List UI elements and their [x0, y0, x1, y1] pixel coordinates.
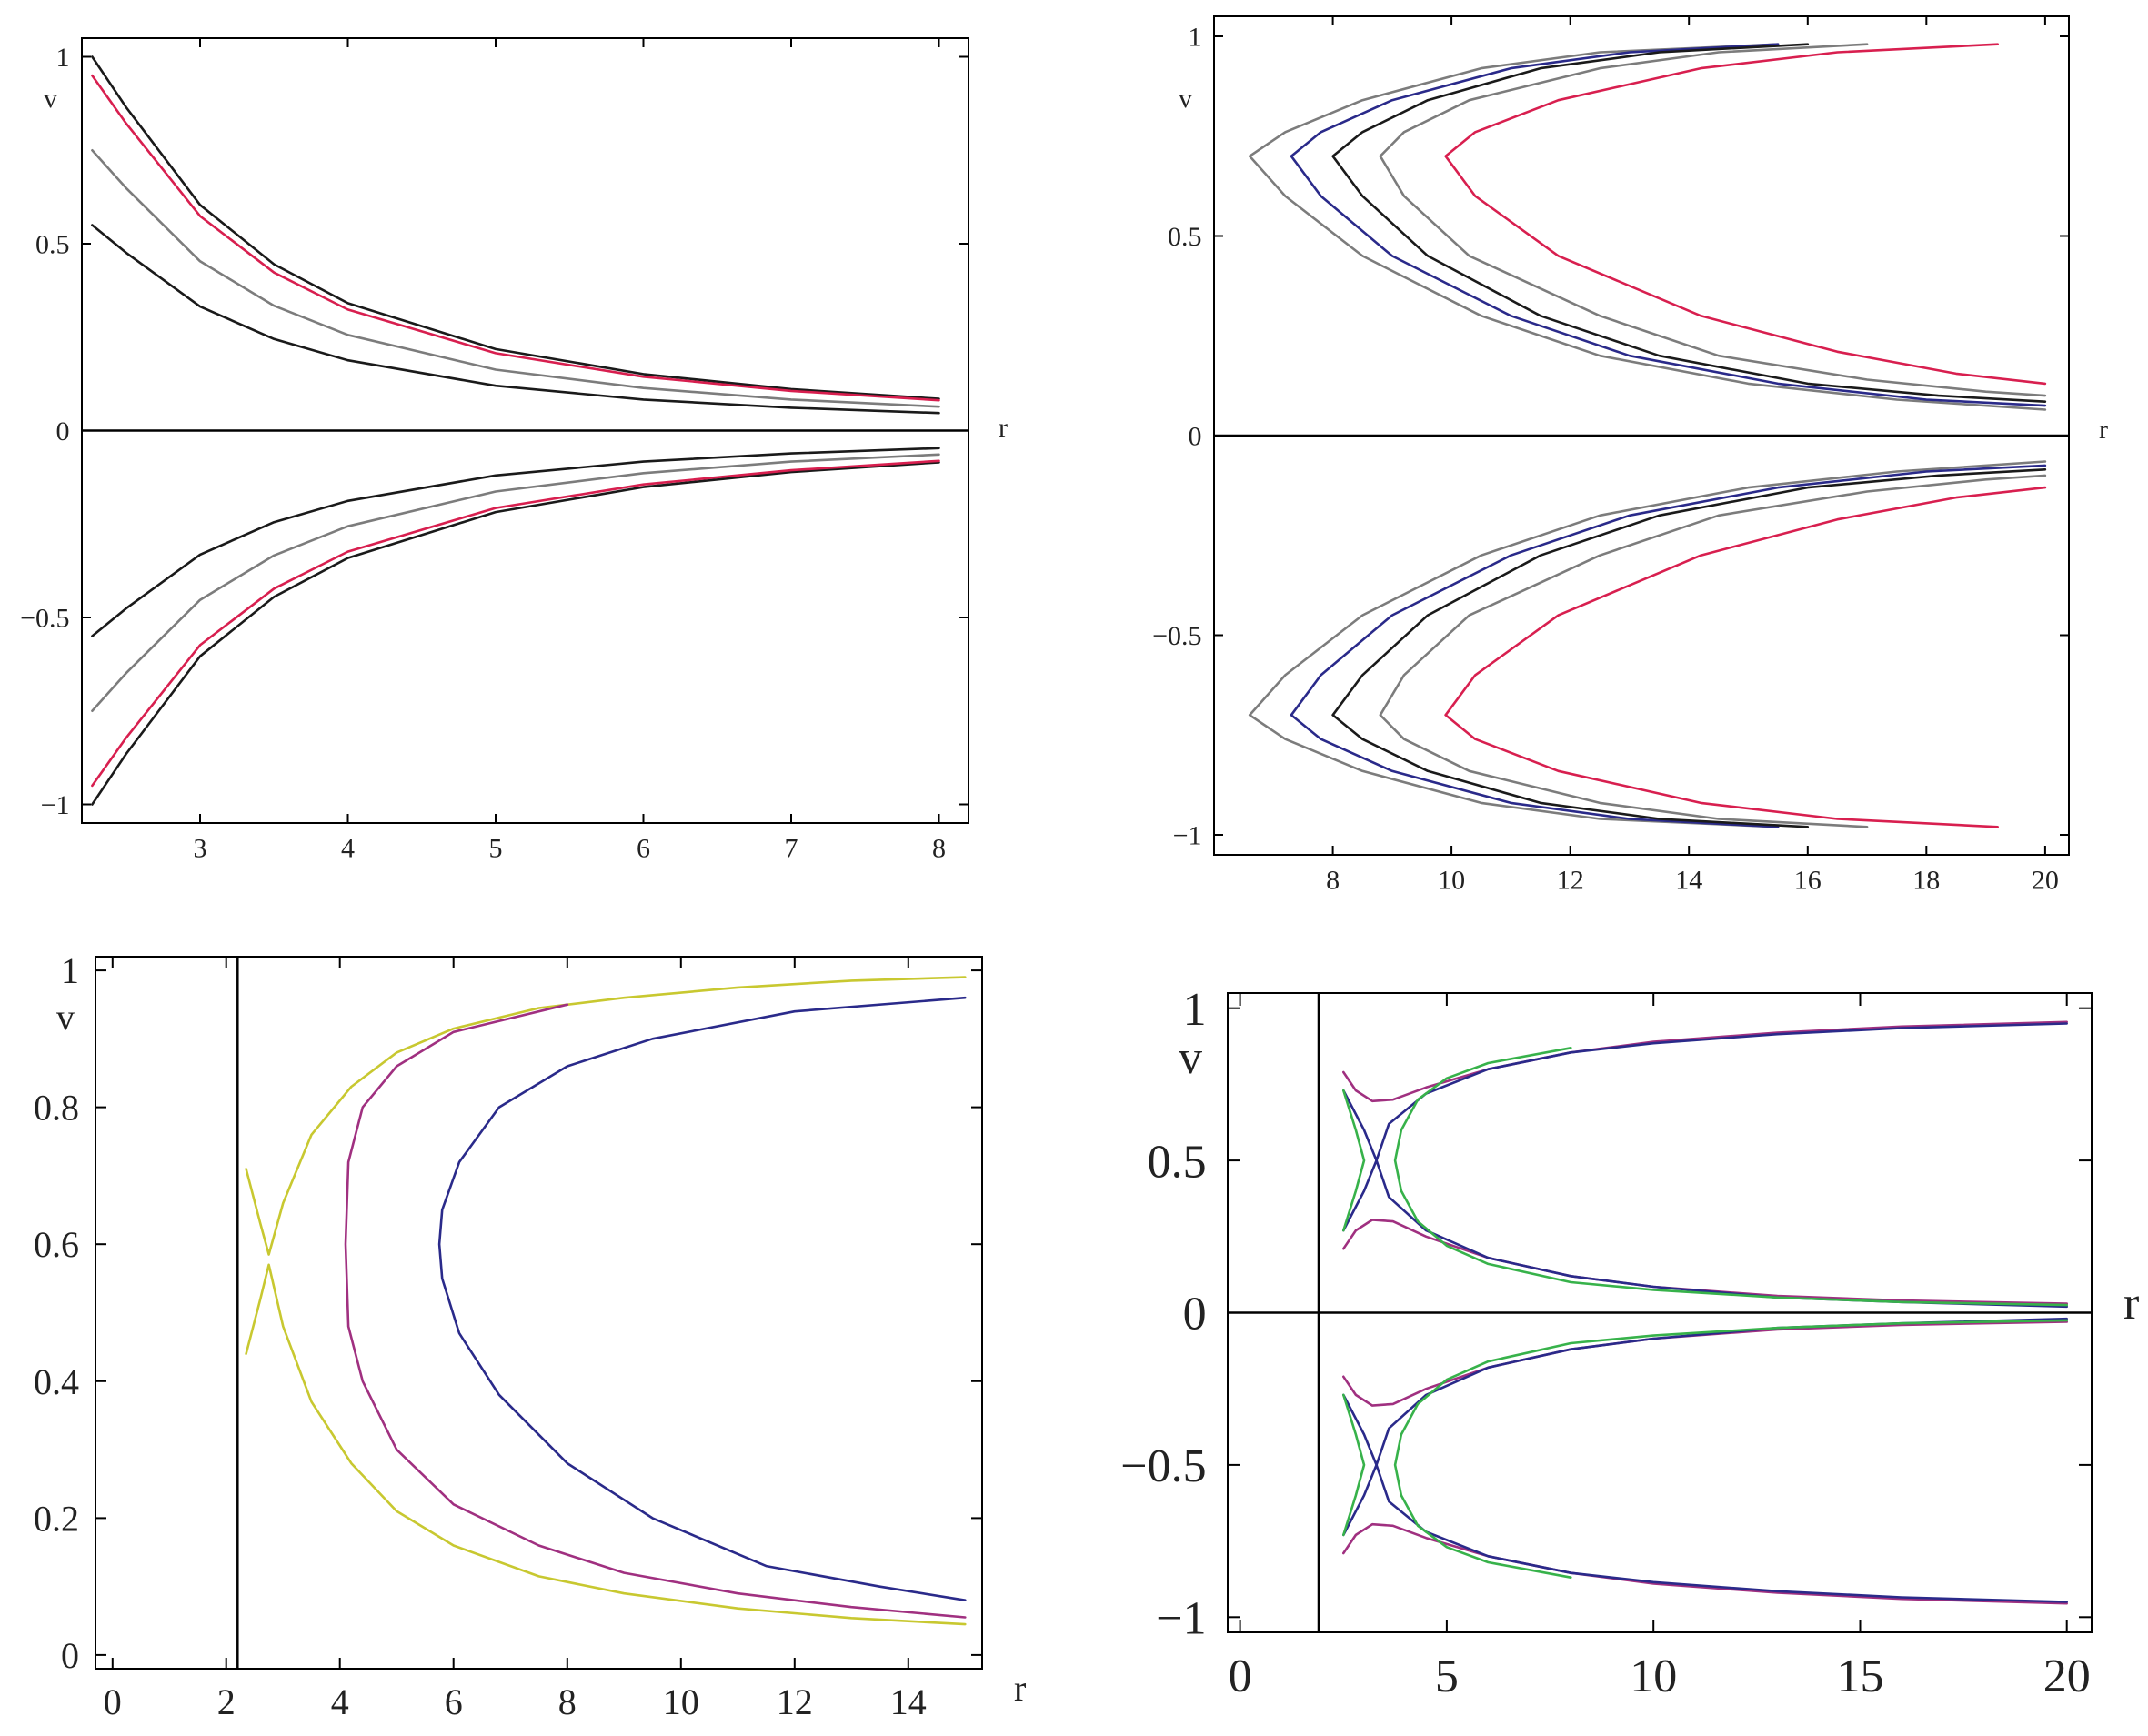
- series-0-curve: [245, 976, 967, 1256]
- series-2-curve: [1342, 1022, 2068, 1162]
- y-tick-label: 1: [1183, 984, 1207, 1036]
- series-0-curve: [91, 55, 940, 400]
- y-tick-label: 0: [56, 416, 70, 447]
- y-tick-label: 0.2: [34, 1498, 79, 1539]
- series-1-curve: [1290, 43, 2047, 407]
- y-axis-label: v: [1179, 84, 1192, 114]
- x-tick-label: 20: [2032, 866, 2059, 896]
- series-0-mirror-curve: [1248, 460, 2047, 828]
- y-tick-label: 0.6: [34, 1224, 79, 1265]
- x-tick-label: 10: [1438, 866, 1465, 896]
- series-4-mirror-curve: [1444, 486, 2047, 828]
- series-3-mirror-curve: [1342, 1317, 2068, 1467]
- x-tick-label: 4: [341, 834, 355, 864]
- series-3-curve: [1342, 1159, 2068, 1309]
- y-tick-label: 1: [56, 43, 70, 73]
- y-axis-label: v: [1179, 1032, 1202, 1084]
- x-tick-label: 0: [104, 1681, 122, 1722]
- series-1-curve: [245, 1263, 967, 1626]
- series-3-curve: [1379, 43, 2047, 397]
- series-1-mirror-curve: [91, 459, 940, 788]
- series-4-curve: [1393, 1047, 2068, 1307]
- x-tick-label: 14: [890, 1681, 927, 1722]
- x-tick-label: 8: [932, 834, 946, 864]
- x-tick-label: 4: [331, 1681, 349, 1722]
- series-1-mirror-curve: [1290, 464, 2047, 828]
- series-2-curve: [1331, 43, 2047, 403]
- x-axis-label: r: [2099, 415, 2108, 445]
- y-tick-label: 0: [1183, 1289, 1207, 1340]
- y-tick-label: 0.5: [1168, 222, 1202, 252]
- series-2-curve: [344, 1003, 967, 1619]
- x-tick-label: 15: [1837, 1651, 1884, 1702]
- series-2-curve: [91, 149, 940, 408]
- x-axis-label: r: [999, 413, 1008, 443]
- x-tick-label: 18: [1912, 866, 1940, 896]
- series-0-curve: [1248, 43, 2047, 411]
- x-tick-label: 2: [217, 1681, 236, 1722]
- x-tick-label: 5: [489, 834, 503, 864]
- x-tick-label: 7: [785, 834, 798, 864]
- x-tick-label: 8: [558, 1681, 577, 1722]
- y-axis-label: v: [56, 997, 75, 1038]
- x-tick-label: 10: [663, 1681, 699, 1722]
- y-tick-label: 0: [1189, 422, 1202, 452]
- series-3-curve: [91, 224, 940, 415]
- x-tick-label: 6: [637, 834, 650, 864]
- y-tick-label: 0: [61, 1635, 79, 1676]
- y-tick-label: −0.5: [1120, 1440, 1206, 1492]
- series-2-mirror-curve: [91, 453, 940, 712]
- x-tick-label: 12: [777, 1681, 813, 1722]
- series-5-curve: [1342, 1089, 1366, 1232]
- x-tick-label: 3: [194, 834, 207, 864]
- y-tick-label: −1: [1173, 821, 1202, 851]
- x-tick-label: 10: [1630, 1651, 1677, 1702]
- y-tick-label: 0.5: [1148, 1136, 1207, 1188]
- series-4-curve: [1444, 43, 2047, 386]
- x-tick-label: 20: [2043, 1651, 2091, 1702]
- x-tick-label: 5: [1435, 1651, 1459, 1702]
- y-axis-label: v: [44, 84, 57, 114]
- series-0-curve: [1342, 1020, 2068, 1103]
- series-0-mirror-curve: [1342, 1522, 2068, 1605]
- series-3-mirror-curve: [1379, 474, 2047, 828]
- x-tick-label: 8: [1326, 866, 1340, 896]
- y-tick-label: −1: [41, 790, 70, 820]
- plot-frame: [95, 956, 983, 1670]
- chart-panel-top-right: 8 10 12 14 16 18 20 −1 −0.5 0 0.5 1 v r: [1152, 15, 2108, 896]
- y-tick-label: 0.5: [35, 230, 70, 260]
- chart-panel-bottom-left: 0 2 4 6 8 10 12 14 0 0.2 0.4 0.6 0.8 1 v r: [34, 950, 1026, 1722]
- y-tick-label: −0.5: [1152, 621, 1201, 651]
- series-3-mirror-curve: [91, 447, 940, 637]
- y-tick-label: −0.5: [20, 604, 69, 634]
- series-3-curve: [437, 996, 967, 1601]
- series-1-curve: [91, 74, 940, 402]
- x-tick-label: 16: [1794, 866, 1822, 896]
- series-2-mirror-curve: [1331, 468, 2047, 828]
- series-5-mirror-curve: [1342, 1393, 1366, 1537]
- y-tick-label: 0.8: [34, 1088, 79, 1129]
- y-tick-label: 1: [1189, 23, 1202, 53]
- chart-panel-top-left: 3 4 5 6 7 8 −1 −0.5 0 0.5 1 v r: [20, 37, 1008, 864]
- x-tick-label: 14: [1675, 866, 1702, 896]
- x-tick-label: 6: [445, 1681, 463, 1722]
- x-axis-label: r: [2123, 1278, 2139, 1330]
- series-4-mirror-curve: [1393, 1319, 2068, 1579]
- x-axis-label: r: [1014, 1668, 1026, 1709]
- y-tick-label: −1: [1156, 1593, 1206, 1645]
- series-0-mirror-curve: [91, 461, 940, 806]
- x-tick-label: 12: [1557, 866, 1584, 896]
- y-tick-label: 0.4: [34, 1361, 79, 1402]
- series-2-mirror-curve: [1342, 1463, 2068, 1603]
- y-tick-label: 1: [61, 950, 79, 991]
- chart-panel-bottom-right: 0 5 10 15 20 −1 −0.5 0 0.5 1v r: [1120, 984, 2139, 1702]
- x-tick-label: 0: [1229, 1651, 1252, 1702]
